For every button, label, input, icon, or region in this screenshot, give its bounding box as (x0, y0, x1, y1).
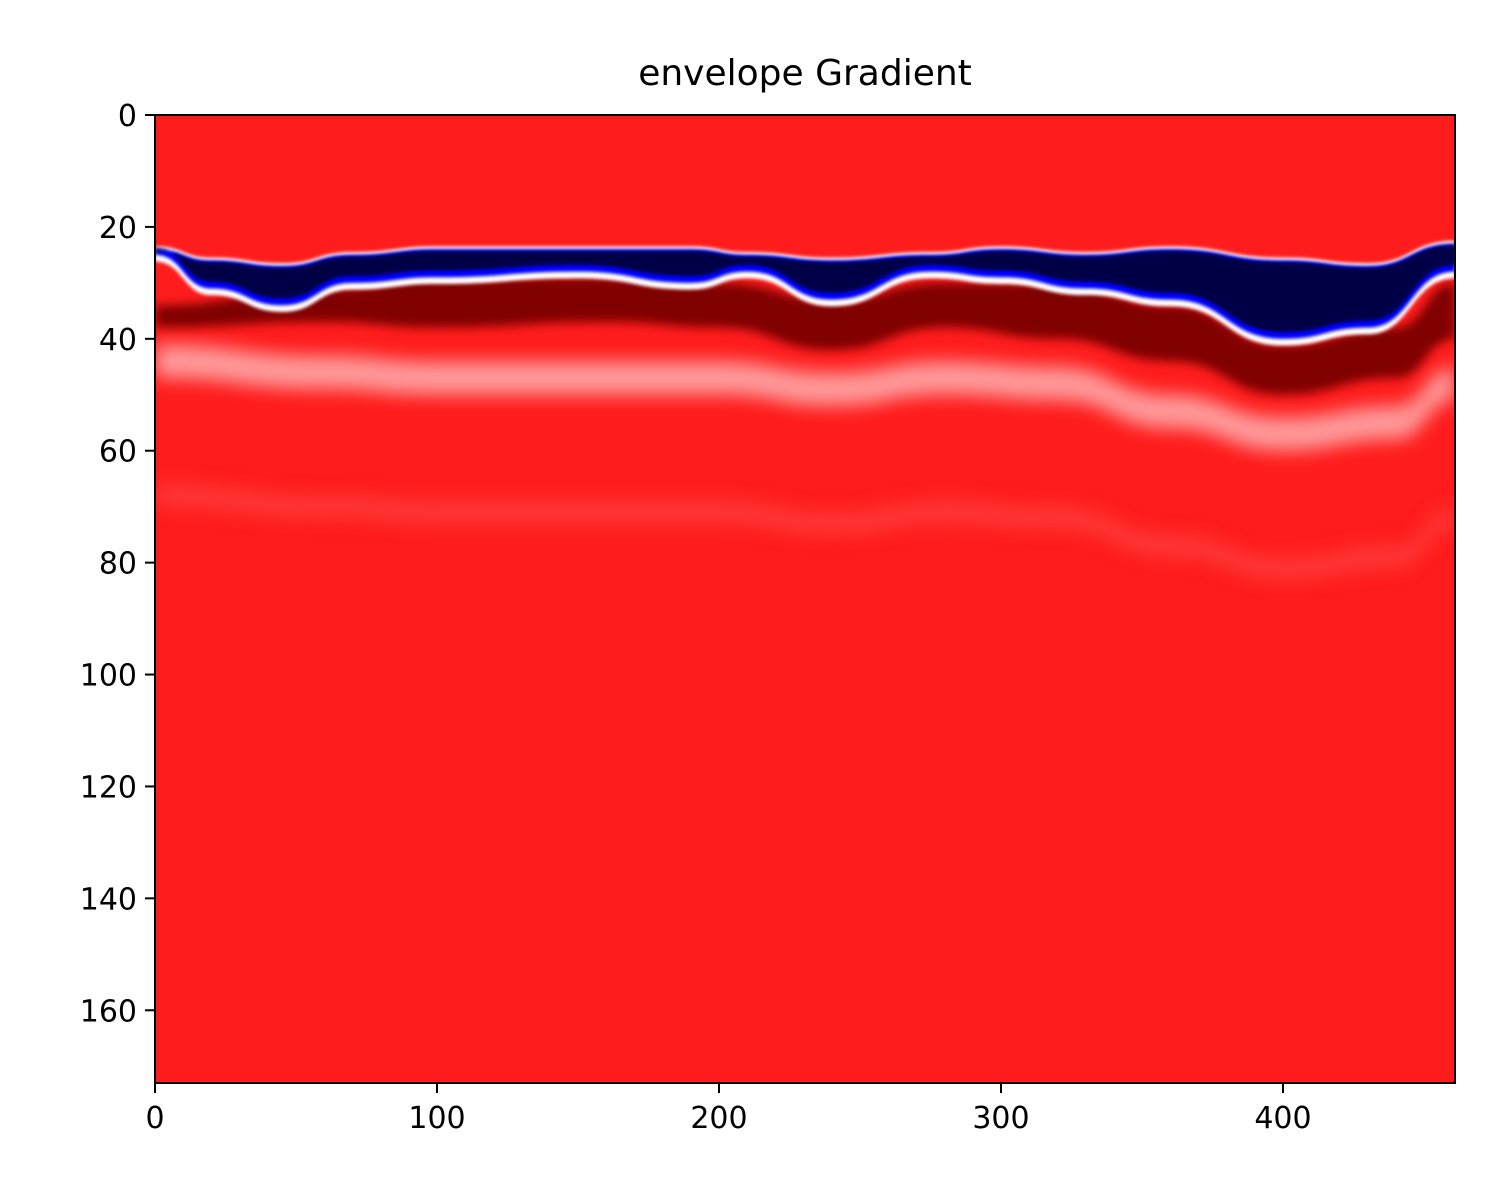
faint-band (155, 484, 1455, 580)
x-tick-label: 300 (972, 1101, 1029, 1136)
chart-title: envelope Gradient (638, 53, 972, 94)
y-tick-label: 140 (80, 882, 137, 917)
y-tick-label: 0 (118, 99, 137, 134)
light-band (155, 344, 1455, 451)
y-tick-label: 40 (99, 323, 137, 358)
plot-frame (154, 114, 1456, 1084)
y-axis: 0 20 40 60 80 100 120 140 160 (80, 99, 155, 1029)
x-tick-label: 200 (690, 1101, 747, 1136)
y-tick-label: 160 (80, 994, 137, 1029)
x-axis: 0 100 200 300 400 (145, 1083, 1312, 1136)
x-tick-label: 0 (145, 1101, 164, 1136)
y-tick-label: 100 (80, 659, 137, 694)
blue-band (155, 245, 1455, 333)
x-tick-label: 100 (408, 1101, 465, 1136)
x-tick-label: 400 (1254, 1101, 1311, 1136)
y-tick-label: 80 (99, 547, 137, 582)
y-tick-label: 120 (80, 770, 137, 805)
heatmap-plot-area (155, 115, 1455, 1083)
y-tick-label: 60 (99, 435, 137, 470)
dark-red-band (155, 277, 1455, 395)
y-tick-label: 20 (99, 211, 137, 246)
